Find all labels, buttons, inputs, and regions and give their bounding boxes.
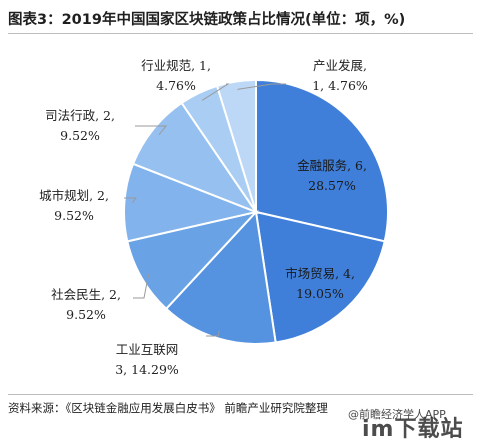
pie-slice-6	[131, 101, 259, 215]
slice-label-name-1: 金融服务, 6,	[297, 158, 367, 173]
leader-line-8	[237, 83, 286, 90]
slice-label-percent-8: 1, 4.76%	[312, 78, 368, 93]
slice-label-name-6: 司法行政, 2,	[45, 108, 115, 123]
slice-label-percent-7: 4.76%	[156, 78, 196, 93]
leader-line-3	[206, 330, 220, 337]
slice-label-percent-4: 9.52%	[66, 307, 106, 322]
pie-slice-4	[126, 210, 259, 311]
pie-chart: 金融服务, 6, 28.57% 市场贸易, 4, 19.05% 工业互联网 3, 14.2…	[39, 58, 389, 377]
source-note: 资料来源：《区块链金融应用发展白皮书》 前瞻产业研究院整理	[8, 401, 328, 415]
slice-label-name-3: 工业互联网	[116, 342, 179, 357]
pie-slice-5	[123, 162, 260, 243]
slice-label-name-7: 行业规范, 1,	[141, 58, 211, 73]
slice-label-name-5: 城市规划, 2,	[39, 188, 109, 203]
leader-line-7	[201, 83, 230, 101]
source-divider	[8, 394, 473, 395]
pie-slice-3	[164, 209, 277, 345]
leader-line-6	[135, 125, 168, 135]
title-divider	[8, 33, 473, 34]
pie-slices	[123, 78, 389, 345]
leader-lines	[124, 83, 286, 337]
slice-label-percent-6: 9.52%	[60, 128, 100, 143]
slice-label-percent-5: 9.52%	[54, 208, 94, 223]
chart-title: 图表3：2019年中国国家区块链政策占比情况(单位：项，%)	[8, 12, 406, 28]
slice-labels: 金融服务, 6, 28.57% 市场贸易, 4, 19.05% 工业互联网 3, 14.2…	[39, 58, 368, 377]
pie-slice-2	[254, 210, 386, 344]
pie-slice-8	[215, 78, 257, 213]
leader-line-4	[133, 273, 150, 299]
watermark-text: @前瞻经济学人APP	[348, 408, 446, 421]
slice-label-name-4: 社会民生, 2,	[51, 287, 121, 302]
watermark-logo: im下载站	[362, 417, 464, 442]
slice-label-percent-3: 3, 14.29%	[115, 362, 179, 377]
slice-label-percent-1: 28.57%	[308, 178, 356, 193]
pie-slice-1	[255, 78, 389, 243]
slice-label-name-8: 产业发展,	[313, 58, 367, 73]
leader-line-5	[124, 197, 138, 204]
slice-label-name-2: 市场贸易, 4,	[285, 266, 355, 281]
slice-label-percent-2: 19.05%	[296, 286, 344, 301]
